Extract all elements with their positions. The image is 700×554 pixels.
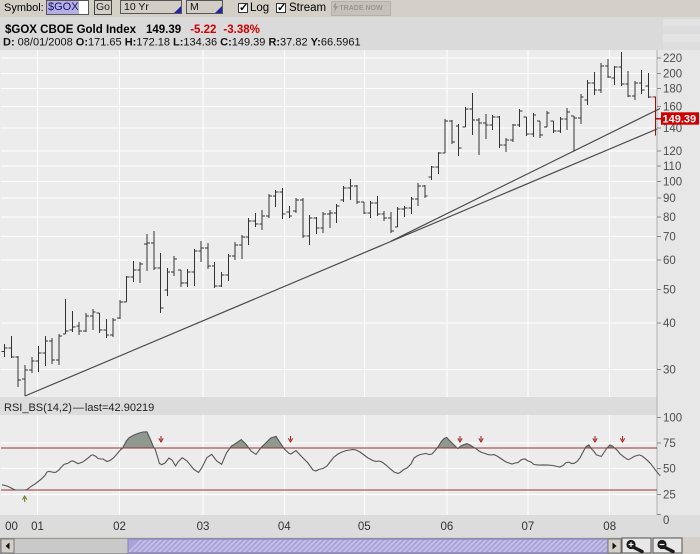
- svg-text:00: 00: [5, 521, 18, 533]
- svg-text:70: 70: [663, 231, 676, 243]
- svg-text:03: 03: [197, 521, 210, 533]
- svg-text:220: 220: [663, 53, 682, 65]
- svg-text:RSI_BS(14,2)—last=42.90219: RSI_BS(14,2)—last=42.90219: [4, 402, 154, 414]
- svg-text:04: 04: [278, 521, 291, 533]
- svg-text:180: 180: [663, 84, 682, 96]
- svg-text:90: 90: [663, 193, 676, 205]
- svg-text:110: 110: [663, 161, 681, 173]
- svg-text:140: 140: [663, 123, 682, 135]
- svg-text:08: 08: [603, 521, 616, 533]
- svg-text:200: 200: [663, 68, 682, 80]
- svg-text:100: 100: [663, 177, 682, 189]
- svg-text:06: 06: [441, 521, 454, 533]
- svg-text:100: 100: [663, 413, 682, 425]
- svg-text:D: 08/01/2008 O:171.65 H:172.1: D: 08/01/2008 O:171.65 H:172.18 L:134.36…: [3, 37, 361, 49]
- svg-text:160: 160: [663, 102, 682, 114]
- svg-text:149.39: 149.39: [663, 113, 697, 125]
- svg-text:50: 50: [663, 464, 676, 476]
- svg-text:25: 25: [663, 489, 676, 501]
- svg-text:80: 80: [663, 212, 676, 224]
- svg-text:120: 120: [663, 146, 682, 158]
- svg-text:60: 60: [663, 255, 676, 267]
- svg-text:07: 07: [522, 521, 535, 533]
- svg-text:30: 30: [663, 364, 676, 376]
- svg-text:75: 75: [663, 438, 676, 450]
- svg-text:0: 0: [663, 515, 669, 527]
- svg-text:50: 50: [663, 285, 676, 297]
- svg-text:02: 02: [113, 521, 126, 533]
- svg-text:01: 01: [31, 521, 44, 533]
- svg-text:40: 40: [663, 318, 676, 330]
- svg-text:05: 05: [358, 521, 371, 533]
